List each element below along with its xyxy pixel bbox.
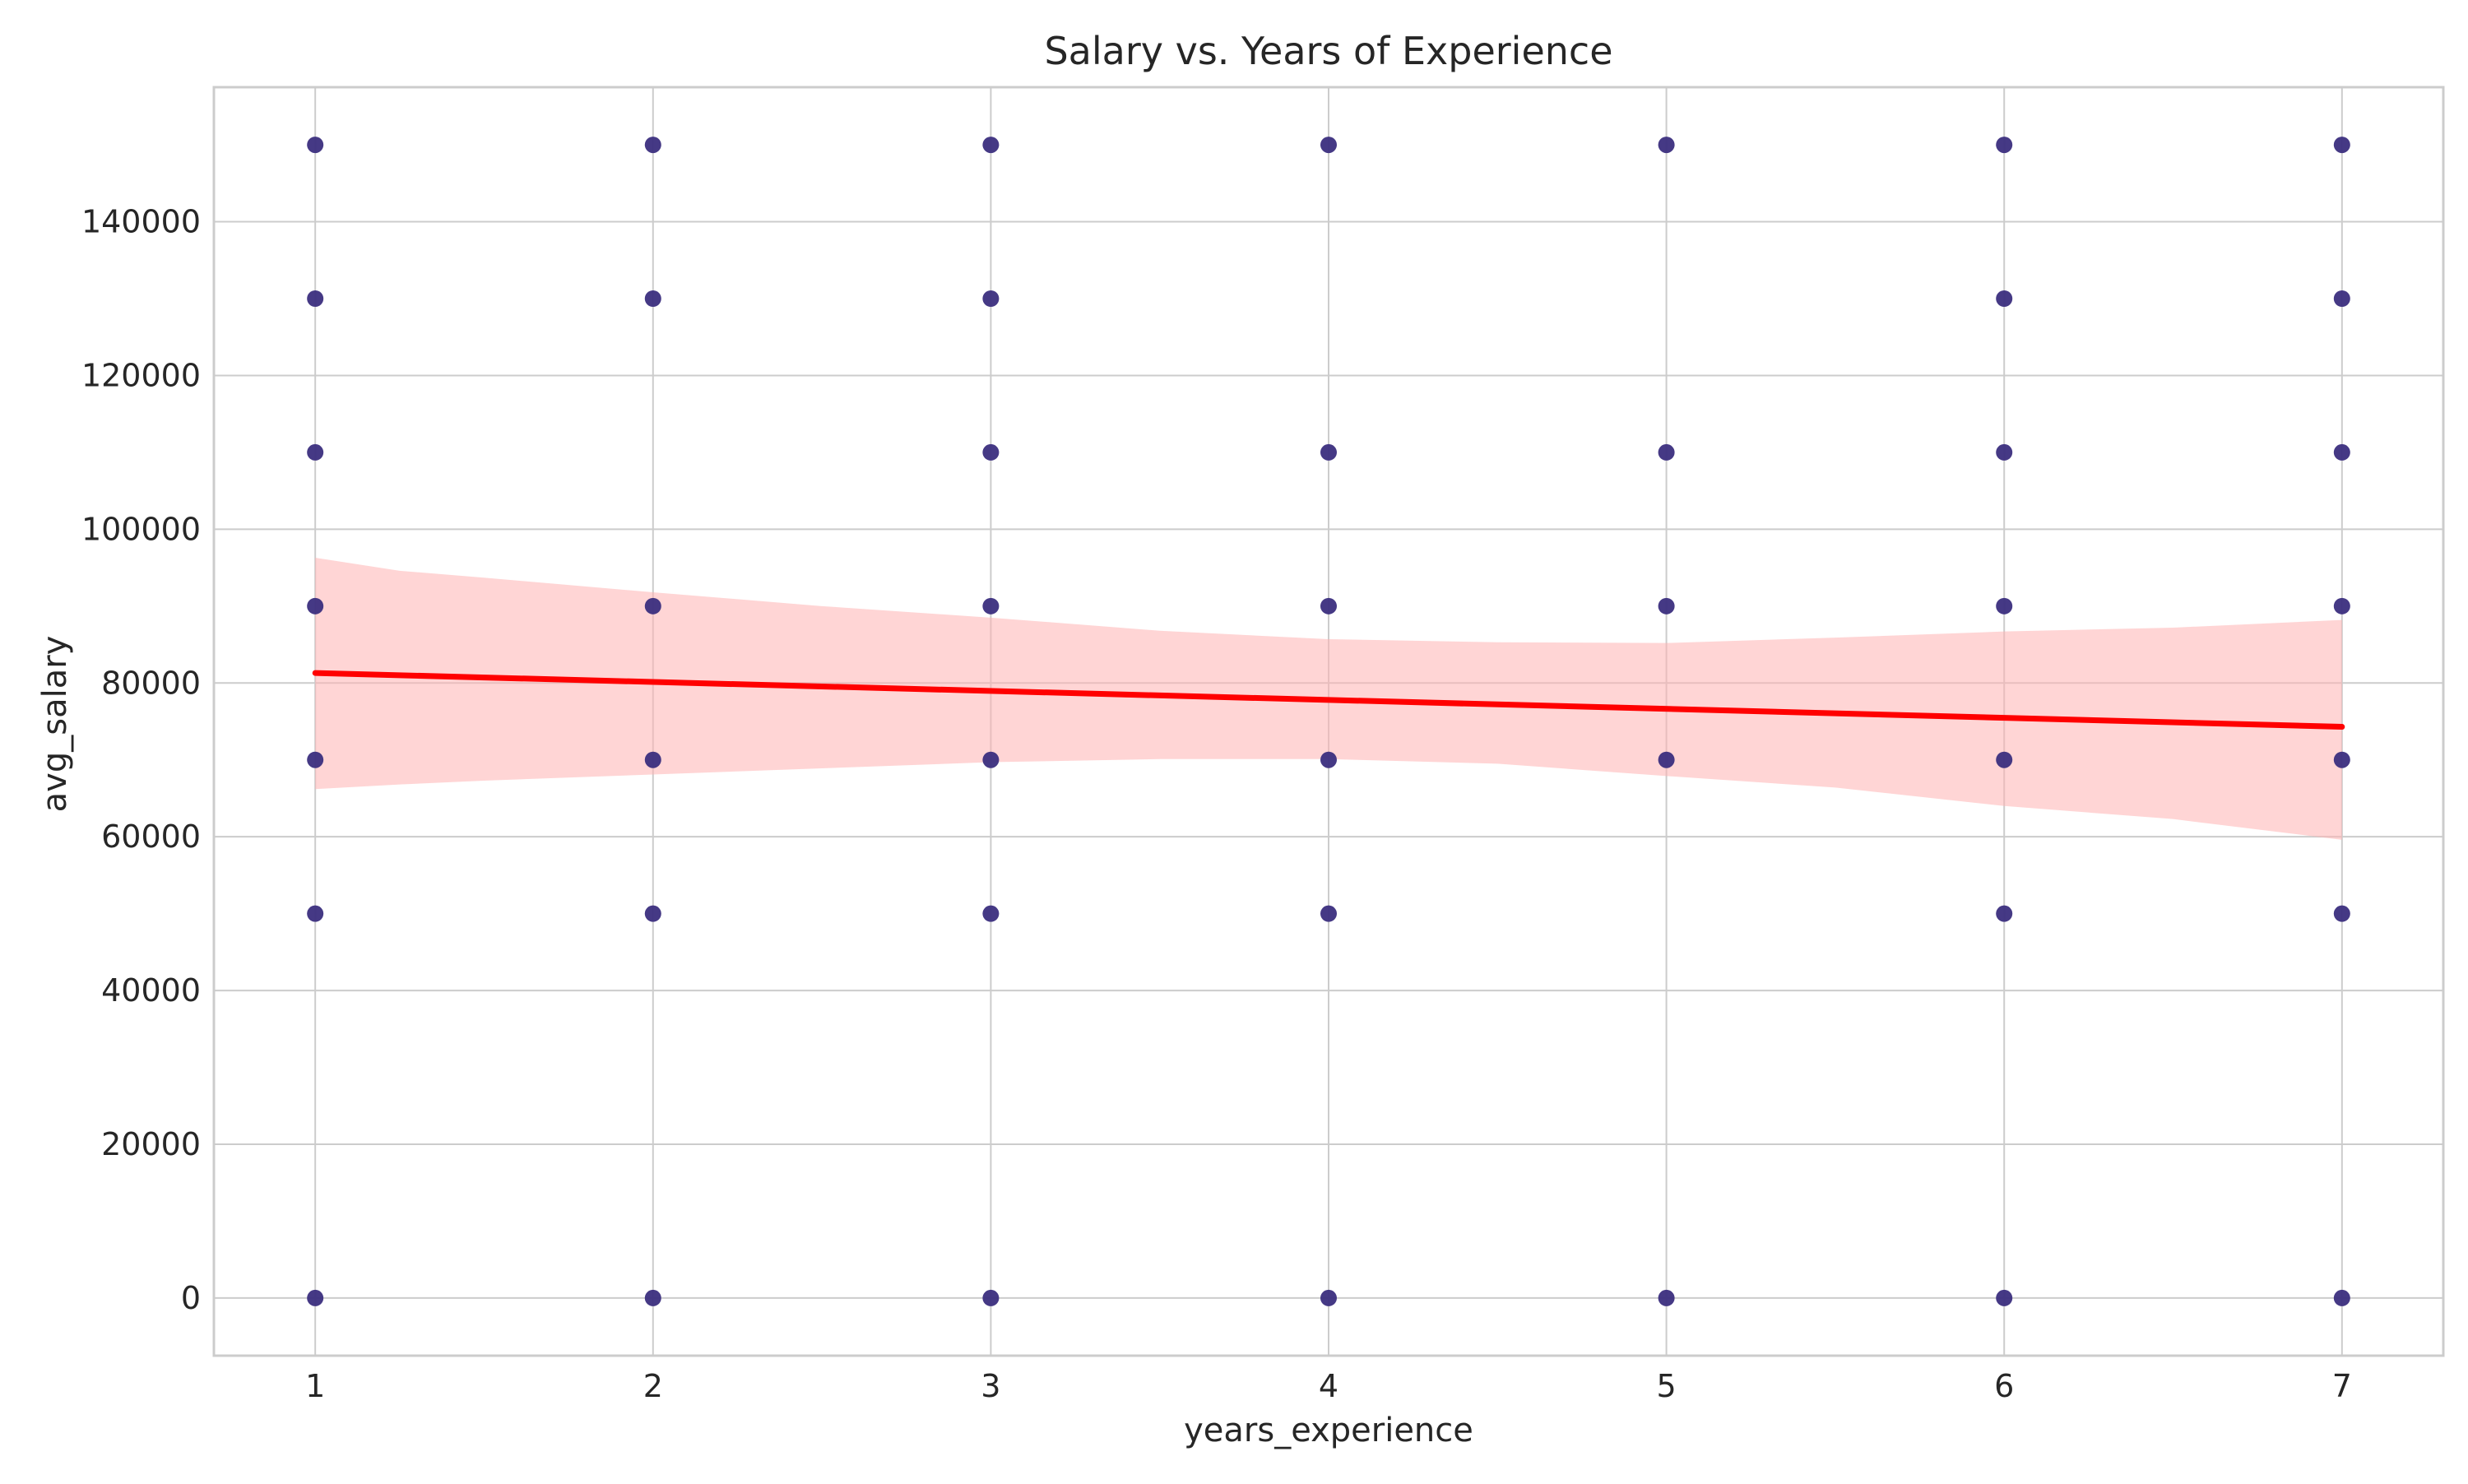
data-point [982, 443, 1000, 461]
data-point [307, 751, 324, 768]
data-point [1320, 137, 1337, 154]
y-tick-label: 60000 [101, 819, 201, 855]
regression-line [312, 670, 2345, 730]
data-point [2333, 1289, 2350, 1306]
data-point [982, 905, 1000, 922]
data-point [1658, 137, 1675, 154]
data-point [307, 597, 324, 614]
data-point [2333, 290, 2350, 307]
data-point [1996, 751, 2013, 768]
data-point [307, 290, 324, 307]
data-point [1996, 290, 2013, 307]
data-point [1996, 443, 2013, 461]
data-point [644, 137, 661, 154]
y-tick-label: 120000 [81, 357, 201, 393]
x-tick-label: 7 [2332, 1368, 2352, 1404]
y-tick-label: 100000 [81, 511, 201, 547]
data-point [644, 1289, 661, 1306]
data-point [1996, 597, 2013, 614]
data-point [982, 751, 1000, 768]
data-point [1658, 751, 1675, 768]
x-tick-label: 6 [1994, 1368, 2014, 1404]
data-point [644, 905, 661, 922]
x-tick-label: 2 [643, 1368, 663, 1404]
data-point [307, 1289, 324, 1306]
y-tick-label: 20000 [101, 1126, 201, 1162]
chart-title: Salary vs. Years of Experience [1044, 29, 1612, 73]
y-tick-label: 40000 [101, 972, 201, 1009]
data-point [2333, 905, 2350, 922]
data-point [307, 905, 324, 922]
data-point [644, 597, 661, 614]
data-point [2333, 751, 2350, 768]
regression-layer [312, 670, 2345, 730]
data-point [982, 597, 1000, 614]
data-point [1320, 751, 1337, 768]
data-point [2333, 597, 2350, 614]
data-point [982, 137, 1000, 154]
data-point [644, 290, 661, 307]
plot-frame-border [212, 86, 2445, 1357]
data-point [1996, 137, 2013, 154]
data-point [1996, 905, 2013, 922]
data-point [2333, 443, 2350, 461]
y-tick-label: 80000 [101, 665, 201, 701]
data-point [1996, 1289, 2013, 1306]
data-point [1320, 443, 1337, 461]
data-point [1320, 1289, 1337, 1306]
data-point [1658, 597, 1675, 614]
data-point [1658, 443, 1675, 461]
y-axis-label: avg_salary [36, 636, 74, 813]
y-tick-label: 0 [181, 1280, 201, 1316]
data-point [982, 1289, 1000, 1306]
data-point [1320, 905, 1337, 922]
data-point [307, 443, 324, 461]
data-point [2333, 137, 2350, 154]
x-tick-label: 3 [981, 1368, 1000, 1404]
plot-frame [212, 86, 2445, 1357]
x-tick-label: 4 [1319, 1368, 1338, 1404]
data-point [644, 751, 661, 768]
y-tick-labels: 0 20000 40000 60000 80000 100000 120000 140000 [81, 204, 201, 1316]
data-point [982, 290, 1000, 307]
data-point [1658, 1289, 1675, 1306]
data-points [307, 137, 2350, 1306]
x-tick-labels: 1 2 3 4 5 6 7 [305, 1368, 2352, 1404]
y-tick-label: 140000 [81, 204, 201, 240]
x-tick-label: 5 [1657, 1368, 1677, 1404]
data-point [1320, 597, 1337, 614]
x-axis-label: years_experience [1184, 1412, 1473, 1449]
x-tick-label: 1 [305, 1368, 325, 1404]
data-point [307, 137, 324, 154]
